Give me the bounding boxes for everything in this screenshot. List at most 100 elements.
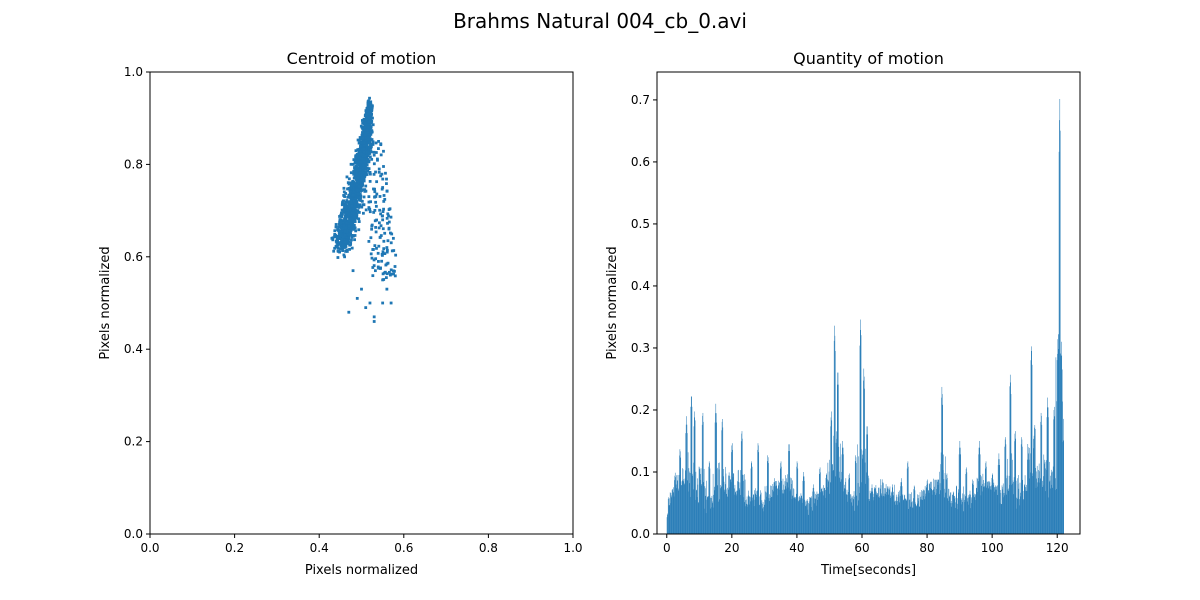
- centroid-point: [343, 245, 347, 249]
- centroid-point: [382, 271, 386, 275]
- quantity-bar: [887, 486, 889, 534]
- centroid-point: [358, 150, 362, 154]
- quantity-bar: [874, 488, 875, 534]
- quantity-bar: [933, 489, 934, 534]
- quantity-bar: [733, 488, 735, 534]
- centroid-point: [361, 157, 364, 161]
- quantity-bar: [849, 498, 851, 534]
- centroid-point: [338, 220, 342, 224]
- quantity-bar: [763, 507, 765, 534]
- quantity-bar: [679, 455, 680, 534]
- quantity-bar: [1050, 469, 1052, 534]
- centroid-point: [374, 225, 378, 229]
- quantity-bar: [1061, 355, 1063, 534]
- quantity-bar: [870, 491, 872, 534]
- quantity-bar: [816, 491, 818, 534]
- quantity-bar: [843, 454, 844, 534]
- centroid-point: [350, 246, 354, 250]
- quantity-bar: [900, 486, 901, 534]
- centroid-point: [350, 233, 354, 237]
- centroid-point: [361, 183, 365, 186]
- centroid-point: [348, 232, 352, 236]
- quantity-bar: [809, 497, 810, 534]
- quantity-bar: [922, 491, 923, 534]
- centroid-point: [349, 221, 353, 224]
- quantity-bar: [868, 475, 869, 534]
- quantity-bar: [854, 496, 855, 534]
- quantity-bar: [738, 469, 739, 534]
- quantity-bar: [953, 492, 954, 534]
- quantity-bar: [682, 468, 683, 534]
- quantity-bar: [994, 486, 996, 534]
- centroid-point: [377, 266, 380, 270]
- quantity-bar: [789, 491, 791, 534]
- quantity-bar: [798, 500, 799, 534]
- quantity-bar: [1015, 431, 1016, 534]
- quantity-bar: [881, 479, 883, 534]
- centroid-point: [353, 158, 357, 162]
- quantity-bar: [1042, 485, 1044, 534]
- quantity-bar: [906, 500, 908, 534]
- quantity-bar: [869, 490, 871, 534]
- quantity-bar: [777, 495, 778, 534]
- centroid-point: [375, 180, 379, 184]
- centroid-point: [381, 214, 384, 218]
- quantity-bar: [760, 492, 762, 534]
- quantity-bar: [671, 489, 673, 534]
- quantity-bar: [741, 431, 743, 534]
- quantity-bar: [676, 480, 678, 534]
- centroid-point: [349, 243, 353, 246]
- centroid-point: [351, 162, 355, 166]
- quantity-bar: [1031, 346, 1032, 534]
- quantity-bar: [977, 478, 979, 534]
- quantity-bar: [939, 471, 940, 534]
- quantity-bar: [799, 497, 801, 534]
- centroid-point: [362, 150, 366, 154]
- quantity-bar: [878, 487, 879, 534]
- quantity-bar: [1024, 485, 1025, 534]
- quantity-bar: [869, 501, 870, 534]
- quantity-bar: [748, 490, 749, 534]
- quantity-bar: [1041, 415, 1042, 534]
- quantity-bar: [918, 506, 920, 534]
- quantity-bar: [750, 468, 752, 534]
- quantity-bar: [938, 479, 940, 534]
- quantity-bar: [1020, 444, 1022, 534]
- quantity-bar: [997, 464, 999, 534]
- quantity-bar: [739, 482, 741, 534]
- quantity-bar: [721, 430, 722, 534]
- quantity-bar: [795, 496, 796, 534]
- quantity-bar: [1009, 386, 1011, 534]
- quantity-bar: [921, 490, 922, 534]
- quantity-bar: [1014, 441, 1015, 534]
- centroid-point: [363, 158, 367, 161]
- centroid-point: [368, 210, 372, 214]
- quantity-bar: [1030, 453, 1031, 534]
- centroid-point: [375, 192, 379, 196]
- quantity-bar: [817, 493, 818, 534]
- quantity-bar: [1007, 489, 1009, 534]
- centroid-point: [364, 113, 367, 117]
- quantity-bar: [875, 485, 877, 534]
- centroid-point: [342, 190, 346, 194]
- centroid-point: [352, 190, 355, 193]
- quantity-bar: [831, 464, 833, 534]
- quantity-bar: [800, 499, 801, 534]
- quantity-x-tick-label: 20: [724, 541, 739, 555]
- centroid-point: [370, 224, 374, 228]
- centroid-point: [343, 238, 346, 241]
- quantity-bar: [866, 426, 868, 534]
- quantity-bar: [1035, 467, 1036, 534]
- quantity-bar: [974, 500, 976, 534]
- quantity-bar: [882, 482, 884, 534]
- quantity-x-tick-label: 0: [663, 541, 671, 555]
- quantity-bar: [745, 506, 747, 534]
- centroid-point: [351, 227, 355, 231]
- quantity-bar: [811, 498, 813, 534]
- quantity-bar: [799, 500, 800, 534]
- centroid-point: [369, 144, 372, 147]
- centroid-point: [339, 212, 343, 216]
- quantity-bar: [696, 497, 698, 534]
- centroid-point: [365, 163, 369, 166]
- quantity-bar: [894, 484, 895, 534]
